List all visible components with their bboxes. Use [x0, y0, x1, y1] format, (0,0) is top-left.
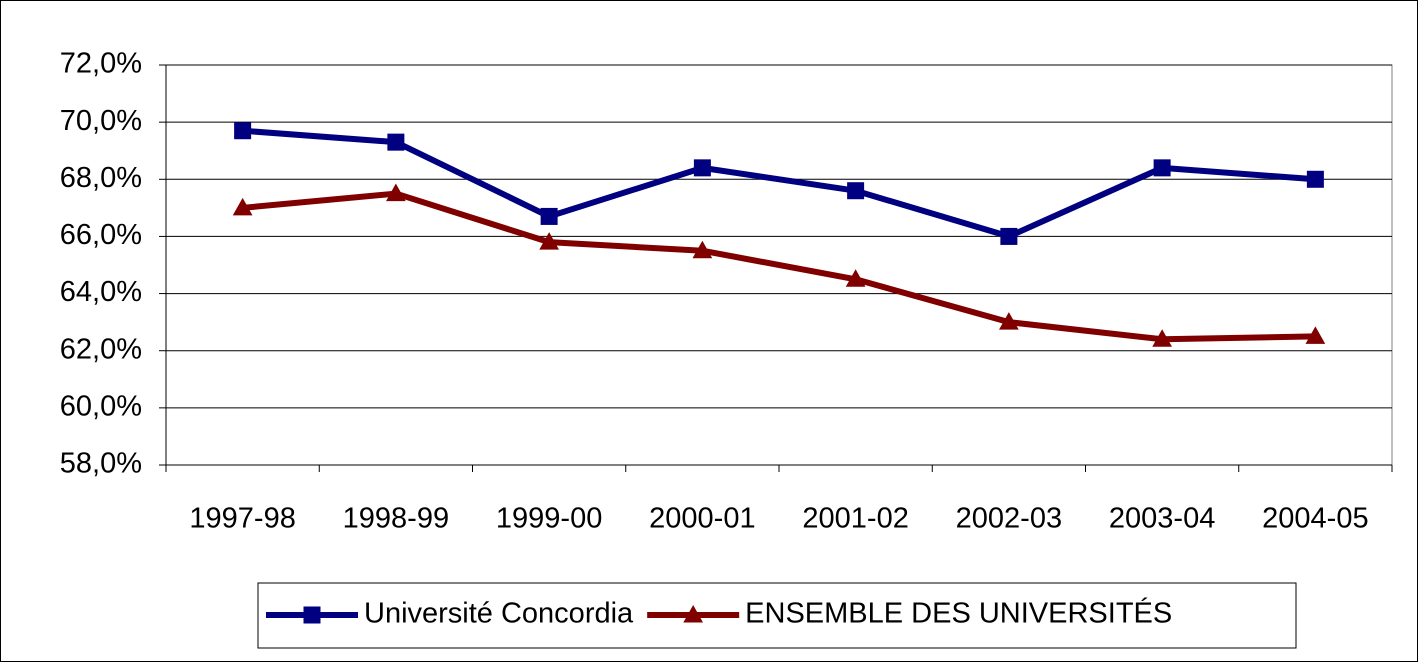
data-point: [1152, 329, 1172, 347]
data-point: [540, 207, 558, 225]
data-point: [847, 182, 865, 200]
data-point: [1306, 170, 1324, 188]
y-tick-label: 64,0%: [60, 276, 142, 308]
data-point: [845, 269, 866, 287]
data-point: [234, 122, 252, 140]
data-point: [1000, 227, 1018, 245]
legend-marker: [303, 606, 321, 624]
x-tick-label: 2001-02: [802, 503, 908, 535]
legend-marker: [683, 604, 704, 623]
y-tick-label: 60,0%: [60, 391, 142, 423]
y-tick-label: 66,0%: [60, 219, 142, 251]
x-tick-label: 2003-04: [1109, 503, 1215, 535]
data-point: [232, 197, 253, 216]
legend-box: [257, 582, 1297, 649]
x-tick-label: 2000-01: [649, 503, 755, 535]
y-tick-label: 62,0%: [60, 333, 142, 365]
data-point: [539, 232, 559, 250]
y-tick-label: 70,0%: [60, 105, 142, 137]
legend-label: Université Concordia: [364, 598, 634, 630]
data-point: [693, 159, 711, 177]
x-tick-label: 1999-00: [496, 503, 602, 535]
x-tick-label: 1998-99: [343, 503, 449, 535]
data-point: [386, 183, 406, 202]
x-tick-label: 1997-98: [189, 503, 295, 535]
legend-label: ENSEMBLE DES UNIVERSITÉS: [745, 597, 1172, 630]
y-tick-label: 68,0%: [60, 162, 142, 194]
series-line: [242, 190, 1316, 343]
data-point: [387, 133, 405, 151]
x-tick-label: 2004-05: [1262, 503, 1368, 535]
data-point: [1305, 326, 1326, 344]
y-tick-label: 58,0%: [60, 448, 142, 480]
data-point: [999, 312, 1019, 330]
data-point: [1153, 159, 1171, 177]
series-line: [242, 127, 1316, 240]
data-point: [692, 240, 713, 259]
y-tick-label: 72,0%: [60, 48, 142, 80]
x-tick-label: 2002-03: [956, 503, 1062, 535]
